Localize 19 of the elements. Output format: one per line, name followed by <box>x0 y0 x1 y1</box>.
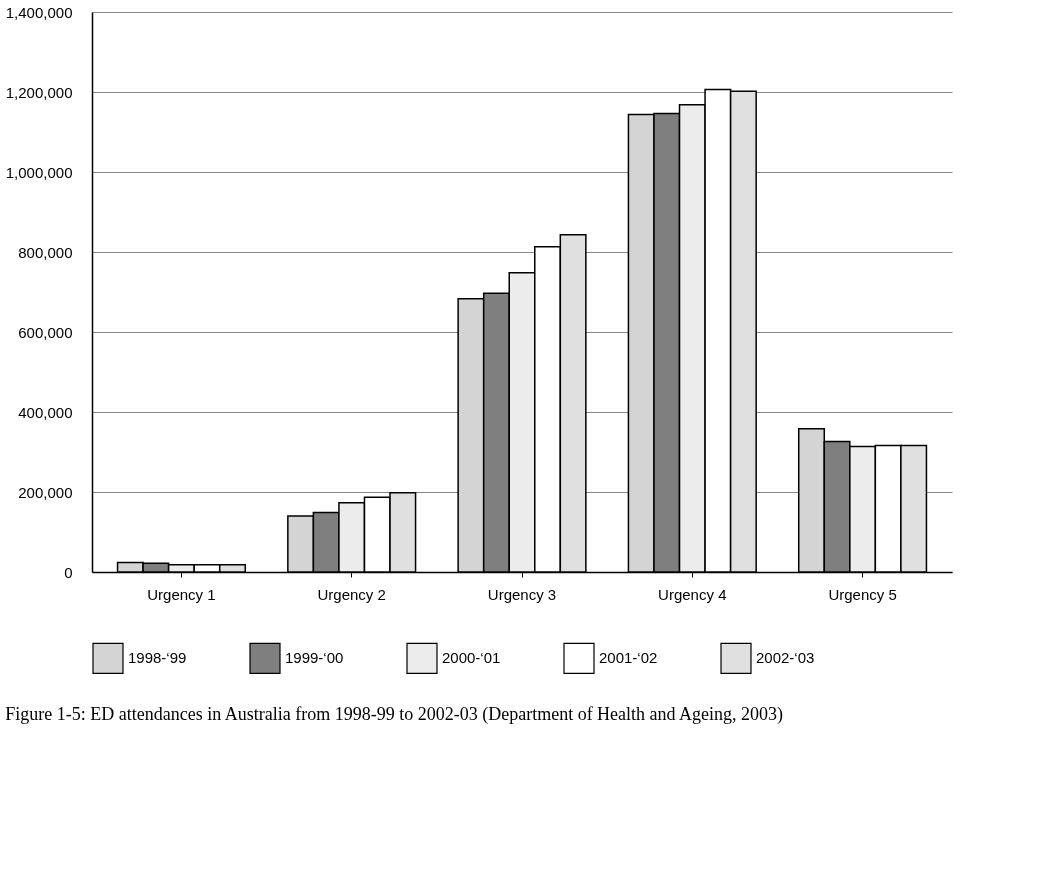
y-tick-label: 1,400,000 <box>5 3 73 21</box>
legend-label: 1999-‘00 <box>285 649 344 667</box>
x-tick-label: Urgency 2 <box>317 585 386 603</box>
y-tick-label: 600,000 <box>18 323 73 341</box>
legend-label: 2000-‘01 <box>442 649 501 667</box>
x-tick-label: Urgency 4 <box>658 585 727 603</box>
y-tick-label: 1,000,000 <box>5 163 73 181</box>
y-tick-label: 400,000 <box>18 403 73 421</box>
y-tick-label: 800,000 <box>18 243 73 261</box>
y-tick-label: 0 <box>64 563 73 581</box>
legend-label: 2002-‘03 <box>756 649 815 667</box>
legend-label: 2001-‘02 <box>599 649 658 667</box>
y-tick-label: 1,200,000 <box>5 83 73 101</box>
x-tick-label: Urgency 1 <box>147 585 216 603</box>
legend-label: 1998-‘99 <box>128 649 187 667</box>
x-tick-label: Urgency 5 <box>828 585 897 603</box>
x-tick-label: Urgency 3 <box>487 585 557 603</box>
y-tick-label: 200,000 <box>18 483 73 501</box>
caption: Figure 1-5: ED attendances in Australia from 1998-99 to 2002-03 (Department of Health and Ageing, 2003) <box>5 704 784 725</box>
